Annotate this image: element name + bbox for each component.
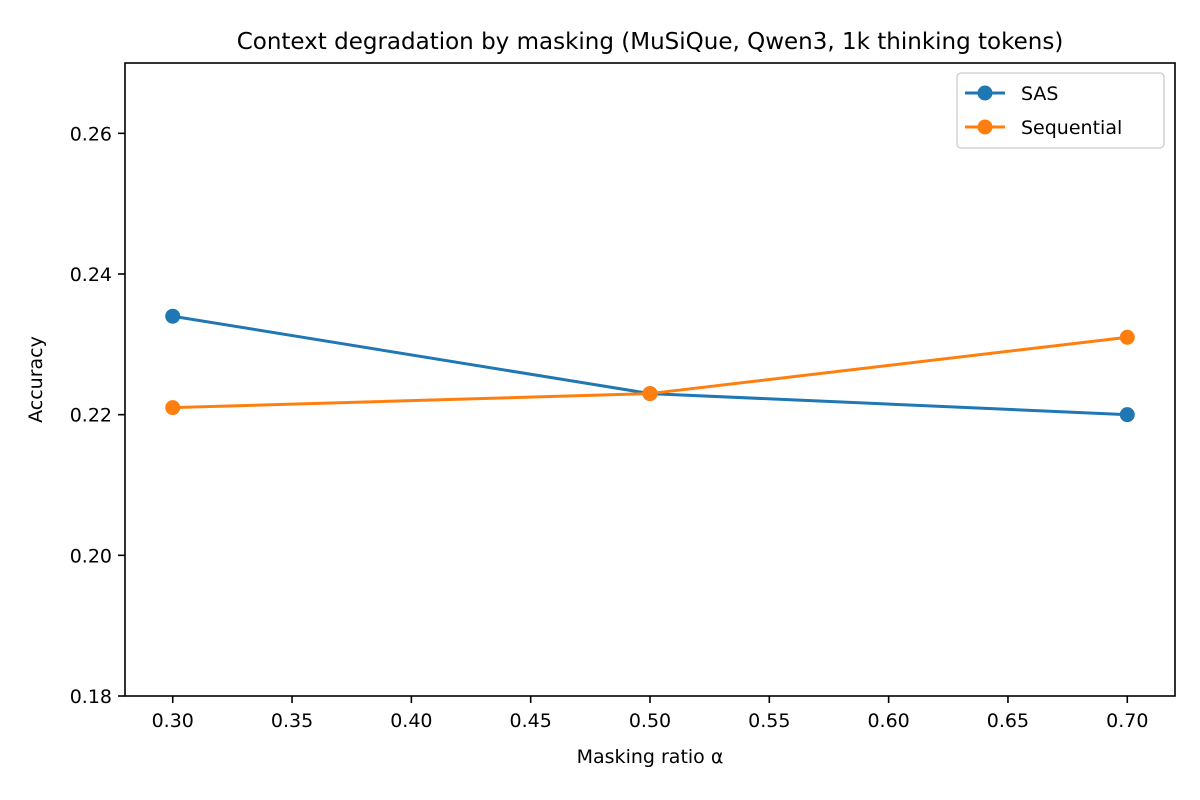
x-axis: 0.30 0.35 0.40 0.45 0.50 0.55 0.60 0.65 0.70 xyxy=(152,696,1148,732)
y-tick-label: 0.24 xyxy=(70,264,112,286)
legend-marker xyxy=(977,85,993,101)
legend-marker xyxy=(977,119,993,135)
x-tick-label: 0.50 xyxy=(629,710,671,732)
series-layer xyxy=(165,308,1135,423)
x-tick-label: 0.65 xyxy=(987,710,1029,732)
x-tick-label: 0.60 xyxy=(867,710,909,732)
legend-label: Sequential xyxy=(1021,117,1122,139)
y-tick-label: 0.22 xyxy=(70,405,112,427)
legend-label: SAS xyxy=(1021,83,1058,105)
chart-title: Context degradation by masking (MuSiQue,… xyxy=(237,29,1064,55)
x-tick-label: 0.35 xyxy=(271,710,313,732)
y-tick-label: 0.26 xyxy=(70,123,112,145)
legend: SAS Sequential xyxy=(956,72,1165,149)
legend-item: SAS xyxy=(965,83,1058,105)
x-tick-label: 0.30 xyxy=(152,710,194,732)
x-tick-label: 0.70 xyxy=(1106,710,1148,732)
data-point xyxy=(1119,329,1135,345)
x-tick-label: 0.55 xyxy=(748,710,790,732)
y-axis: 0.18 0.20 0.22 0.24 0.26 xyxy=(70,123,125,708)
y-tick-label: 0.20 xyxy=(70,545,112,567)
series-sequential xyxy=(165,329,1135,416)
y-axis-title: Accuracy xyxy=(25,336,47,423)
data-point xyxy=(1119,407,1135,423)
x-tick-label: 0.40 xyxy=(390,710,432,732)
data-point xyxy=(165,308,181,324)
x-axis-title: Masking ratio α xyxy=(577,746,724,768)
x-tick-label: 0.45 xyxy=(510,710,552,732)
axes-frame xyxy=(124,62,1176,697)
data-point xyxy=(642,386,658,402)
legend-item: Sequential xyxy=(965,117,1122,139)
legend-frame xyxy=(956,72,1165,149)
y-tick-label: 0.18 xyxy=(70,686,112,708)
data-point xyxy=(165,400,181,416)
